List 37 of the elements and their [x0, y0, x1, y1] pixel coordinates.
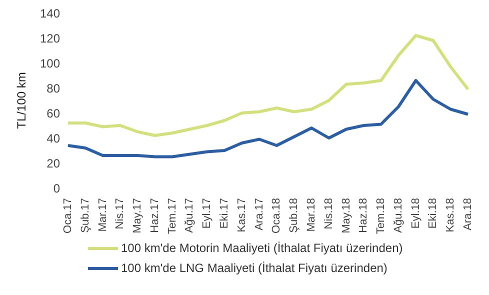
x-tick-label: Ara.18 [462, 198, 474, 230]
y-tick-label: 100 [40, 56, 60, 70]
x-tick-label: Nis.18 [322, 198, 335, 230]
x-tick-label: May.17 [132, 198, 144, 234]
y-tick-label: 120 [40, 31, 60, 46]
x-tick-label: Mar.18 [305, 198, 318, 232]
x-tick-label: Haz.18 [358, 198, 370, 233]
legend-label: 100 km'de Motorin Maaliyeti (İthalat Fiyatı üzerinden) [121, 241, 403, 255]
y-axis-title: TL/100 km [14, 72, 28, 129]
x-tick-label: Eki.17 [218, 198, 231, 229]
x-tick-label: Ara.17 [253, 198, 266, 230]
x-tick-label: Eyl.17 [201, 198, 214, 229]
y-tick-label: 0 [53, 181, 60, 196]
x-tick-label: Ağu.17 [184, 198, 196, 233]
x-tick-label: Nis.17 [114, 198, 126, 230]
x-tick-label: Tem.18 [375, 198, 388, 234]
x-tick-label: Ağu.18 [392, 198, 404, 233]
y-tick-label: 80 [46, 81, 60, 96]
legend-label: 100 km'de LNG Maaliyeti (İthalat Fiyatı üzerinden) [121, 261, 388, 275]
x-tick-label: Kas.18 [444, 198, 457, 232]
line-series [66, 34, 470, 137]
x-tick-label: Mar.17 [96, 198, 109, 232]
x-tick-label: Şub.18 [288, 198, 300, 233]
y-tick-label: 20 [46, 156, 60, 170]
x-tick-label: Eki.18 [427, 198, 440, 229]
x-tick-label: Eyl.18 [410, 198, 422, 229]
x-tick-label: Tem.17 [166, 198, 178, 234]
x-tick-label: Kas.17 [236, 198, 248, 232]
y-tick-label: 140 [40, 6, 60, 20]
y-tick-label: 60 [46, 106, 60, 120]
x-tick-label: Oca.17 [62, 198, 74, 234]
line-series [66, 79, 470, 158]
x-tick-label: Oca.18 [270, 198, 283, 234]
x-tick-label: Haz.17 [148, 198, 161, 233]
x-tick-label: Şub.17 [79, 198, 92, 233]
y-tick-label: 40 [46, 131, 60, 146]
x-tick-label: May.18 [340, 198, 352, 234]
